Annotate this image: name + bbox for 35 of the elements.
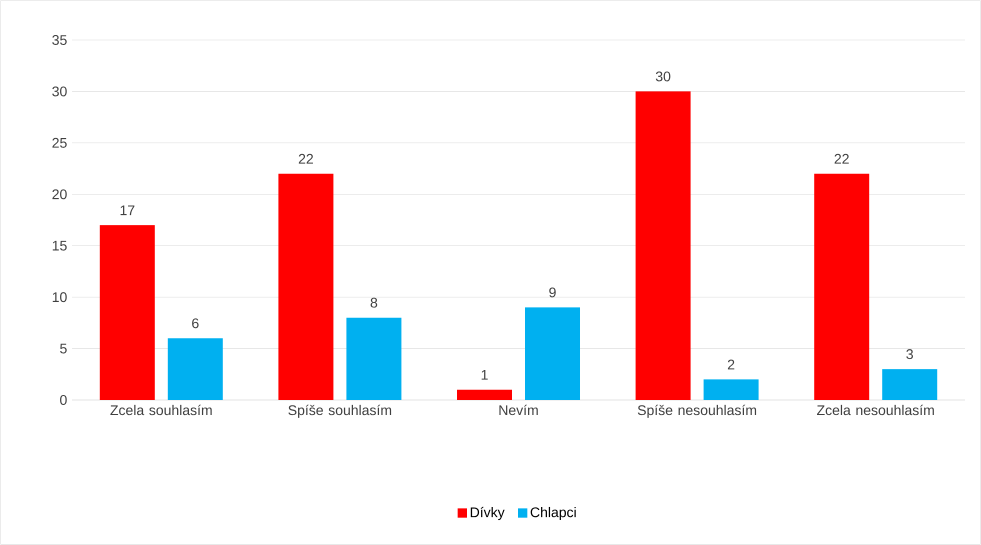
bar xyxy=(814,174,870,400)
y-tick-label: 25 xyxy=(52,138,67,148)
data-label: 2 xyxy=(728,360,734,370)
bar xyxy=(278,174,334,400)
y-tick-label: 5 xyxy=(60,344,67,354)
x-tick-label: Spíše nesouhlasím xyxy=(638,404,756,418)
bar xyxy=(100,225,155,400)
legend-label: Chlapci xyxy=(530,506,576,520)
data-label: 9 xyxy=(549,287,556,298)
data-label: 8 xyxy=(370,298,378,308)
y-tick-label: 35 xyxy=(52,35,67,45)
data-label: 22 xyxy=(834,154,849,164)
bar xyxy=(704,379,759,400)
bar xyxy=(168,338,223,400)
data-label: 6 xyxy=(192,318,199,328)
y-tick-label: 0 xyxy=(60,395,67,405)
x-tick-label: Spíše souhlasím xyxy=(288,404,392,418)
y-tick-label: 30 xyxy=(52,86,67,96)
data-label: 22 xyxy=(298,154,313,164)
data-label: 1 xyxy=(482,370,488,380)
x-tick-label: Zcela souhlasím xyxy=(110,404,212,416)
bar xyxy=(882,369,938,400)
bar xyxy=(457,390,512,400)
y-tick-label: 10 xyxy=(52,292,67,302)
bar xyxy=(636,91,691,400)
y-tick-label: 20 xyxy=(52,189,67,200)
legend-label: Dívky xyxy=(470,506,505,520)
bar xyxy=(525,307,580,400)
data-label: 17 xyxy=(120,205,134,216)
x-tick-label: Nevím xyxy=(499,404,538,416)
x-tick-label: Zcela nesouhlasím xyxy=(817,404,934,416)
bar xyxy=(346,318,402,400)
data-label: 3 xyxy=(906,349,913,360)
y-tick-label: 15 xyxy=(52,240,67,251)
data-label: 30 xyxy=(656,71,670,82)
